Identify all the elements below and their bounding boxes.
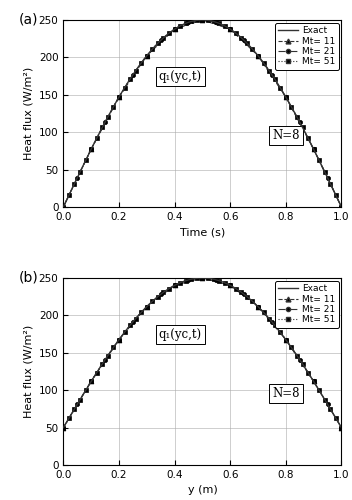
Text: q₁(yc,t): q₁(yc,t) xyxy=(159,328,202,340)
Text: q₁(yc,t): q₁(yc,t) xyxy=(159,70,202,82)
Text: N=8: N=8 xyxy=(272,388,300,400)
Y-axis label: Heat flux (W/m²): Heat flux (W/m²) xyxy=(23,67,33,160)
Y-axis label: Heat flux (W/m²): Heat flux (W/m²) xyxy=(23,325,33,418)
Text: (a): (a) xyxy=(19,12,38,26)
Legend: Exact, Mt= 11, Mt= 21, Mt= 51: Exact, Mt= 11, Mt= 21, Mt= 51 xyxy=(275,22,339,70)
X-axis label: Time (s): Time (s) xyxy=(180,228,225,237)
Legend: Exact, Mt= 11, Mt= 21, Mt= 51: Exact, Mt= 11, Mt= 21, Mt= 51 xyxy=(275,280,339,328)
Text: N=8: N=8 xyxy=(272,130,300,142)
X-axis label: y (m): y (m) xyxy=(188,486,217,496)
Text: (b): (b) xyxy=(19,270,39,284)
